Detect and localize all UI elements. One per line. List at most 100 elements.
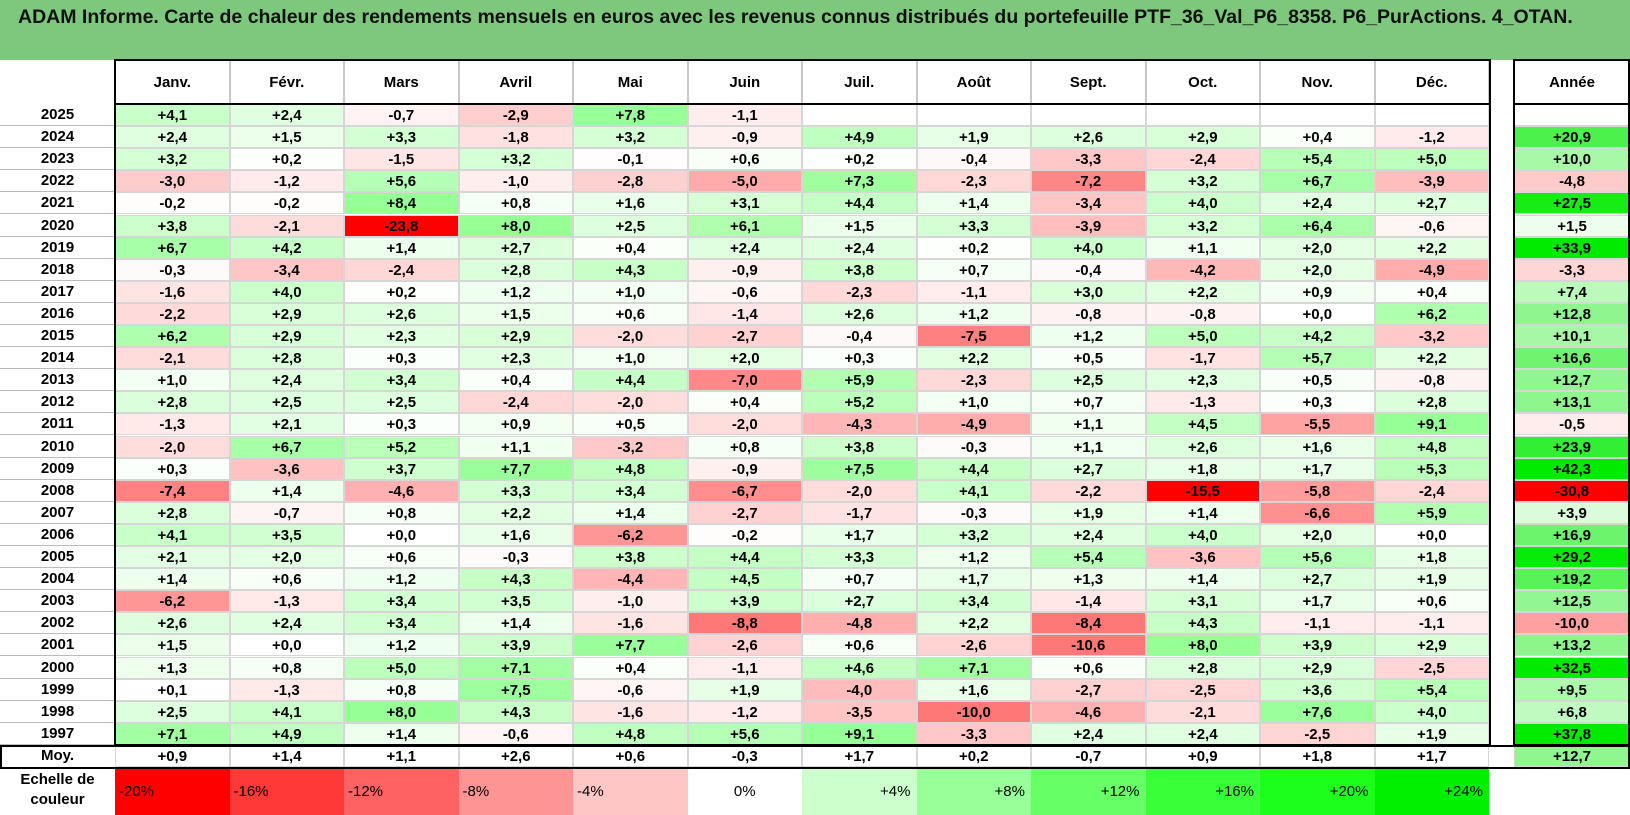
heatmap-cell: -3,9 bbox=[1031, 214, 1146, 237]
heatmap-cell: -1,2 bbox=[1374, 126, 1489, 149]
year-label: 2009 bbox=[0, 458, 115, 480]
heatmap-cell: +2,0 bbox=[229, 546, 344, 569]
annual-cell: +6,8 bbox=[1514, 700, 1630, 723]
heatmap-cell: +2,6 bbox=[1145, 435, 1260, 458]
heatmap-cell: +2,2 bbox=[916, 347, 1031, 370]
heatmap-cell: -2,7 bbox=[687, 501, 802, 524]
heatmap-cell: -2,7 bbox=[687, 325, 802, 348]
heatmap-cell: +1,3 bbox=[1031, 568, 1146, 591]
annual-cell: +3,9 bbox=[1514, 501, 1630, 524]
heatmap-cell: +2,2 bbox=[1374, 347, 1489, 370]
heatmap-cell: -2,0 bbox=[573, 325, 688, 348]
heatmap-cell: +6,1 bbox=[687, 214, 802, 237]
color-scale-step: +20% bbox=[1260, 768, 1375, 815]
average-cell: +1,1 bbox=[344, 744, 459, 767]
color-scale-step: +16% bbox=[1145, 768, 1260, 815]
average-cell: +2,6 bbox=[458, 744, 573, 767]
color-scale-step: +8% bbox=[916, 768, 1031, 815]
heatmap-cell: +3,3 bbox=[802, 546, 917, 569]
annual-cell: +20,9 bbox=[1514, 126, 1630, 149]
heatmap-cell: +5,0 bbox=[344, 656, 459, 679]
heatmap-cell: +4,2 bbox=[229, 236, 344, 259]
heatmap-cell: -5,0 bbox=[687, 170, 802, 193]
heatmap-cell: +7,8 bbox=[573, 104, 688, 127]
heatmap-cell: -4,6 bbox=[1031, 700, 1146, 723]
heatmap-cell: -1,2 bbox=[229, 170, 344, 193]
heatmap-cell: -1,1 bbox=[1260, 612, 1375, 635]
heatmap-cell: +2,9 bbox=[1145, 126, 1260, 149]
average-label: Moy. bbox=[40, 746, 75, 764]
heatmap-cell: -0,4 bbox=[802, 325, 917, 348]
heatmap-cell: +1,1 bbox=[458, 435, 573, 458]
year-label: 2023 bbox=[0, 148, 115, 171]
heatmap-cell: -3,2 bbox=[573, 435, 688, 458]
annual-cell: +19,2 bbox=[1514, 568, 1630, 591]
heatmap-cell: +7,7 bbox=[458, 457, 573, 480]
heatmap-cell: +0,3 bbox=[344, 413, 459, 436]
heatmap-cell: +1,5 bbox=[458, 302, 573, 325]
heatmap-cell: +0,5 bbox=[1260, 369, 1375, 392]
heatmap-cell: +2,0 bbox=[1260, 523, 1375, 546]
color-scale-step: -20% bbox=[115, 768, 230, 815]
heatmap-cell: -3,5 bbox=[802, 700, 917, 723]
heatmap-cell: -1,3 bbox=[229, 590, 344, 613]
heatmap-cell: +1,5 bbox=[229, 126, 344, 149]
annual-cell: +12,7 bbox=[1514, 369, 1630, 392]
annual-cell: -10,0 bbox=[1514, 612, 1630, 635]
heatmap-cell: +1,2 bbox=[344, 568, 459, 591]
heatmap-cell: +3,5 bbox=[458, 590, 573, 613]
heatmap-cell: +2,5 bbox=[573, 214, 688, 237]
heatmap-cell: -2,0 bbox=[687, 413, 802, 436]
heatmap-cell: +4,1 bbox=[916, 479, 1031, 502]
heatmap-cell: -2,4 bbox=[344, 258, 459, 281]
column-header: Déc. bbox=[1374, 60, 1489, 104]
heatmap-cell: -2,1 bbox=[1145, 700, 1260, 723]
heatmap-cell: -1,4 bbox=[1031, 590, 1146, 613]
heatmap-cell: +2,2 bbox=[1145, 280, 1260, 303]
heatmap-cell: -0,7 bbox=[229, 501, 344, 524]
heatmap-cell: +2,3 bbox=[1145, 369, 1260, 392]
average-cell: +1,4 bbox=[229, 744, 344, 767]
heatmap-cell: -3,6 bbox=[1145, 546, 1260, 569]
annual-cell: +9,5 bbox=[1514, 678, 1630, 701]
heatmap-cell: +4,1 bbox=[115, 104, 230, 127]
heatmap-cell: +8,0 bbox=[344, 700, 459, 723]
heatmap-cell: -0,9 bbox=[687, 258, 802, 281]
annual-header: Année bbox=[1514, 60, 1630, 104]
heatmap-cell: -15,5 bbox=[1145, 479, 1260, 502]
heatmap-cell: +2,4 bbox=[1031, 722, 1146, 745]
heatmap-cell: +2,6 bbox=[115, 612, 230, 635]
heatmap-cell: +7,5 bbox=[802, 457, 917, 480]
heatmap-cell: +0,9 bbox=[458, 413, 573, 436]
heatmap-cell: +4,9 bbox=[229, 722, 344, 745]
heatmap-cell: -1,0 bbox=[573, 590, 688, 613]
heatmap-cell: -0,9 bbox=[687, 457, 802, 480]
heatmap-cell: +3,1 bbox=[687, 192, 802, 215]
heatmap-cell: -1,6 bbox=[115, 280, 230, 303]
average-cell: -0,3 bbox=[687, 744, 802, 767]
heatmap-cell: +7,1 bbox=[458, 656, 573, 679]
heatmap-cell: +3,2 bbox=[1145, 170, 1260, 193]
heatmap-cell: -2,4 bbox=[1374, 479, 1489, 502]
year-label: 2011 bbox=[0, 413, 115, 436]
heatmap-cell: +0,6 bbox=[344, 546, 459, 569]
annual-cell: -0,5 bbox=[1514, 413, 1630, 436]
heatmap-cell: +0,8 bbox=[344, 678, 459, 701]
heatmap-cell: +2,4 bbox=[229, 369, 344, 392]
annual-cell: +1,5 bbox=[1514, 214, 1630, 237]
average-cell: +1,7 bbox=[1374, 744, 1489, 767]
year-label: 2002 bbox=[0, 612, 115, 635]
heatmap-cell: +1,4 bbox=[344, 722, 459, 745]
heatmap-cell: -0,4 bbox=[1031, 258, 1146, 281]
heatmap-cell: -2,2 bbox=[1031, 479, 1146, 502]
heatmap-cell: +2,4 bbox=[115, 126, 230, 149]
heatmap-cell: +3,9 bbox=[687, 590, 802, 613]
heatmap-cell: -0,6 bbox=[573, 678, 688, 701]
annual-cell: +27,5 bbox=[1514, 192, 1630, 215]
column-header: Janv. bbox=[115, 60, 230, 104]
heatmap-cell: +0,6 bbox=[1374, 590, 1489, 613]
heatmap-cell: -2,6 bbox=[916, 634, 1031, 657]
heatmap-cell: +4,1 bbox=[229, 700, 344, 723]
heatmap-cell: +3,4 bbox=[344, 612, 459, 635]
